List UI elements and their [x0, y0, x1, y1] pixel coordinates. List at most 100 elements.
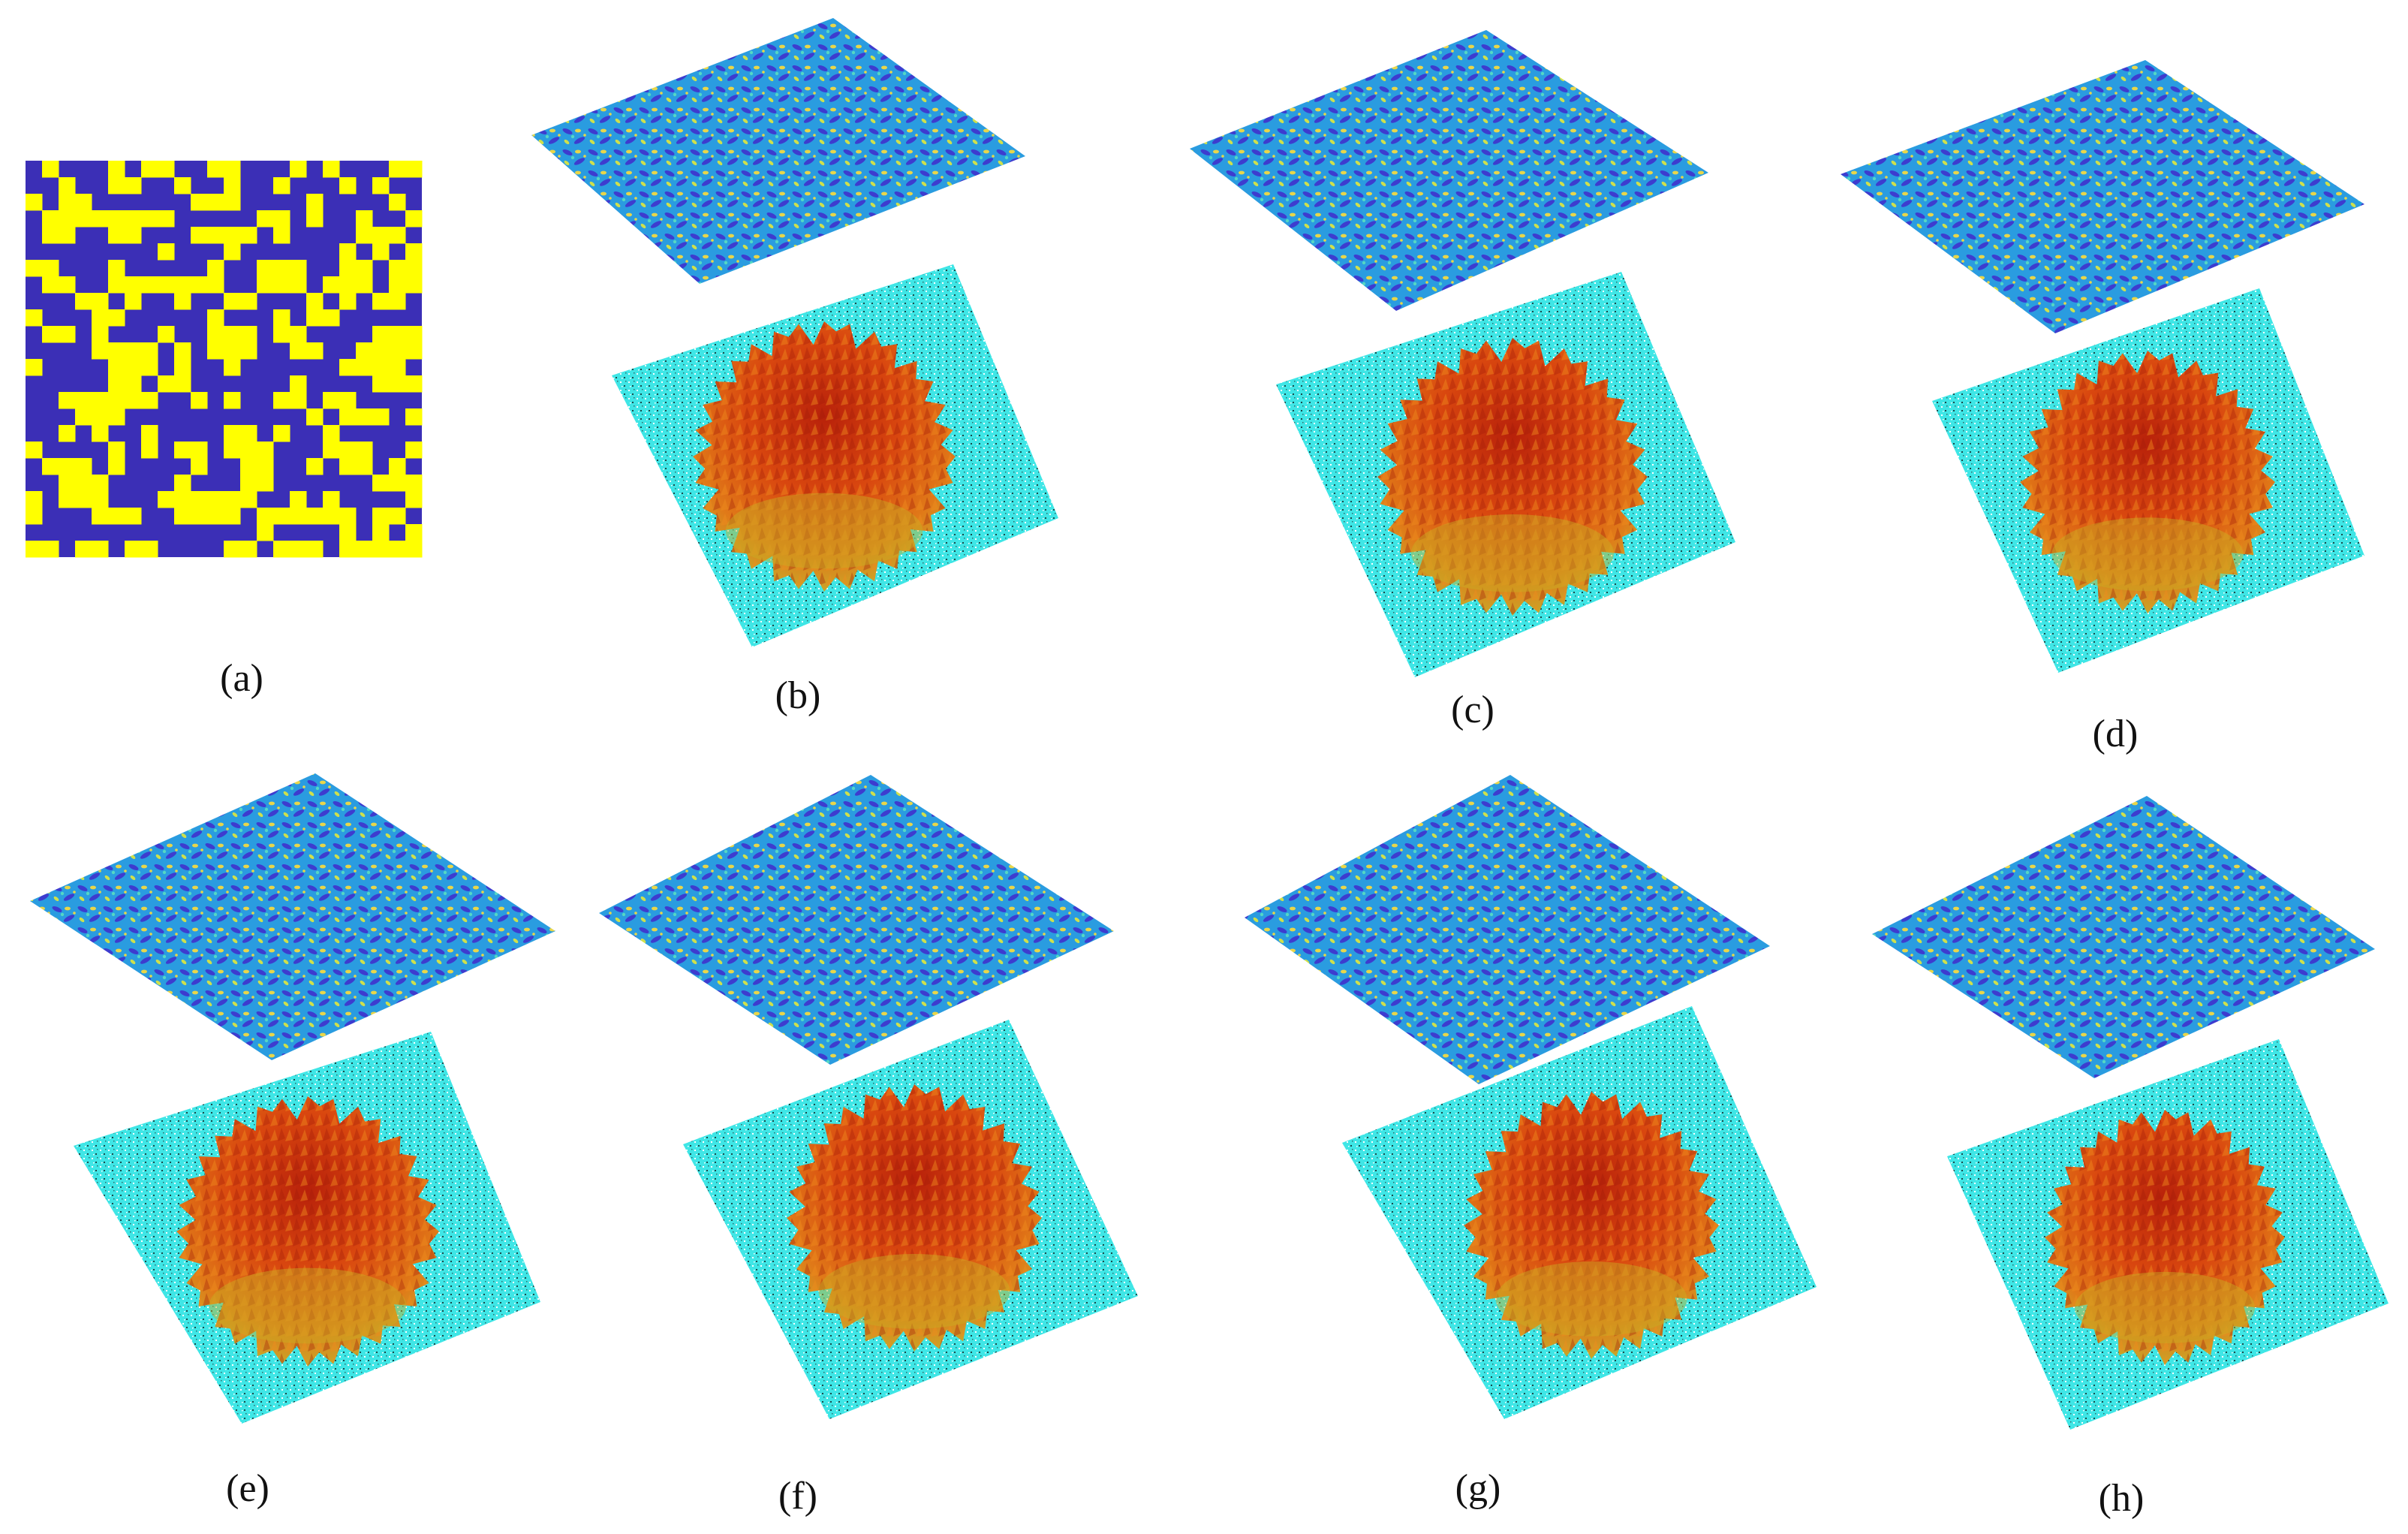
binary-mask-cell: [405, 342, 423, 360]
panel-label-c: (c): [1451, 689, 1494, 731]
binary-mask-cell: [339, 442, 357, 459]
binary-mask-cell: [59, 177, 76, 194]
binary-mask-cell: [224, 342, 241, 360]
binary-mask-cell: [75, 541, 92, 558]
binary-mask-cell: [42, 458, 59, 475]
binary-mask-cell: [372, 227, 390, 244]
object-spike-texture: [1377, 338, 1648, 616]
panel-label-a: (a): [220, 657, 263, 700]
object-lower-highlight: [209, 1267, 407, 1344]
binary-mask-cell: [174, 475, 191, 492]
binary-mask-cell: [290, 260, 307, 277]
binary-mask-cell: [306, 508, 324, 525]
binary-mask-cell: [339, 177, 357, 194]
binary-mask-cell: [224, 243, 241, 261]
binary-mask-cell: [125, 177, 142, 194]
binary-mask-cell: [207, 260, 224, 277]
binary-mask-cell: [92, 326, 109, 343]
binary-mask-cell: [75, 491, 92, 508]
binary-mask-cell: [108, 458, 125, 475]
binary-mask-cell: [405, 276, 423, 294]
binary-mask-cell: [273, 425, 290, 442]
binary-mask-cell: [405, 408, 423, 426]
binary-mask-cell: [240, 458, 257, 475]
binary-mask-cell: [257, 260, 274, 277]
binary-mask-cell: [26, 541, 43, 558]
binary-mask-cell: [125, 508, 142, 525]
binary-mask-cell: [224, 392, 241, 409]
binary-mask-cell: [273, 392, 290, 409]
binary-mask-cell: [372, 408, 390, 426]
binary-mask-cell: [92, 392, 109, 409]
binary-mask-cell: [389, 359, 406, 376]
binary-mask-cell: [42, 541, 59, 558]
binary-mask-cell: [59, 210, 76, 228]
binary-mask-cell: [389, 293, 406, 310]
object-lower-highlight: [725, 493, 923, 569]
binary-mask-cell: [389, 194, 406, 211]
binary-mask-cell: [389, 227, 406, 244]
binary-mask-cell: [339, 359, 357, 376]
binary-mask-cell: [339, 408, 357, 426]
binary-mask-cell: [372, 177, 390, 194]
binary-mask-cell: [75, 293, 92, 310]
binary-mask-cell: [59, 276, 76, 294]
binary-mask-cell: [174, 508, 191, 525]
binary-mask-cell: [273, 227, 290, 244]
binary-mask-cell: [306, 210, 324, 228]
binary-mask-cell: [191, 491, 208, 508]
binary-mask-cell: [59, 227, 76, 244]
binary-mask-cell: [158, 276, 175, 294]
binary-mask-cell: [108, 359, 125, 376]
panel-label-e: (e): [226, 1467, 269, 1510]
binary-mask-cell: [158, 326, 175, 343]
binary-mask-cell: [372, 541, 390, 558]
binary-mask-cell: [224, 508, 241, 525]
binary-mask-cell: [174, 342, 191, 360]
binary-mask-cell: [339, 276, 357, 294]
binary-mask-cell: [356, 458, 373, 475]
binary-mask-cell: [372, 293, 390, 310]
binary-mask-cell: [207, 491, 224, 508]
binary-mask-cell: [141, 442, 158, 459]
binary-mask-cell: [356, 227, 373, 244]
binary-mask-cell: [290, 161, 307, 178]
binary-mask-cell: [323, 508, 340, 525]
binary-mask-cell: [125, 359, 142, 376]
binary-mask-cell: [240, 475, 257, 492]
phase-plane: [599, 775, 1114, 1065]
binary-mask-cell: [405, 442, 423, 459]
phase-plane: [30, 773, 555, 1060]
binary-mask-cell: [75, 408, 92, 426]
binary-mask-cell: [59, 326, 76, 343]
panel-e: [30, 773, 555, 1424]
binary-mask-cell: [108, 161, 125, 178]
binary-mask-cell: [75, 392, 92, 409]
object-lower-highlight: [1411, 514, 1614, 592]
binary-mask-cell: [207, 342, 224, 360]
binary-mask-cell: [389, 475, 406, 492]
binary-mask-cell: [224, 293, 241, 310]
binary-mask-cell: [191, 458, 208, 475]
binary-mask-cell: [207, 309, 224, 327]
binary-mask-cell: [141, 359, 158, 376]
binary-mask-cell: [224, 541, 241, 558]
panel-label-b: (b): [775, 674, 821, 717]
binary-mask-cell: [75, 210, 92, 228]
binary-mask-cell: [26, 260, 43, 277]
binary-mask-cell: [108, 442, 125, 459]
binary-mask-cell: [240, 425, 257, 442]
binary-mask-cell: [240, 227, 257, 244]
binary-mask-cell: [405, 475, 423, 492]
binary-mask-cell: [405, 491, 423, 508]
object-spike-texture: [176, 1096, 439, 1367]
binary-mask-cell: [108, 342, 125, 360]
binary-mask-cell: [191, 508, 208, 525]
binary-mask-cell: [42, 276, 59, 294]
binary-mask-cell: [356, 442, 373, 459]
binary-mask-cell: [389, 260, 406, 277]
binary-mask-cell: [174, 276, 191, 294]
binary-mask-cell: [372, 326, 390, 343]
binary-mask-cell: [59, 458, 76, 475]
